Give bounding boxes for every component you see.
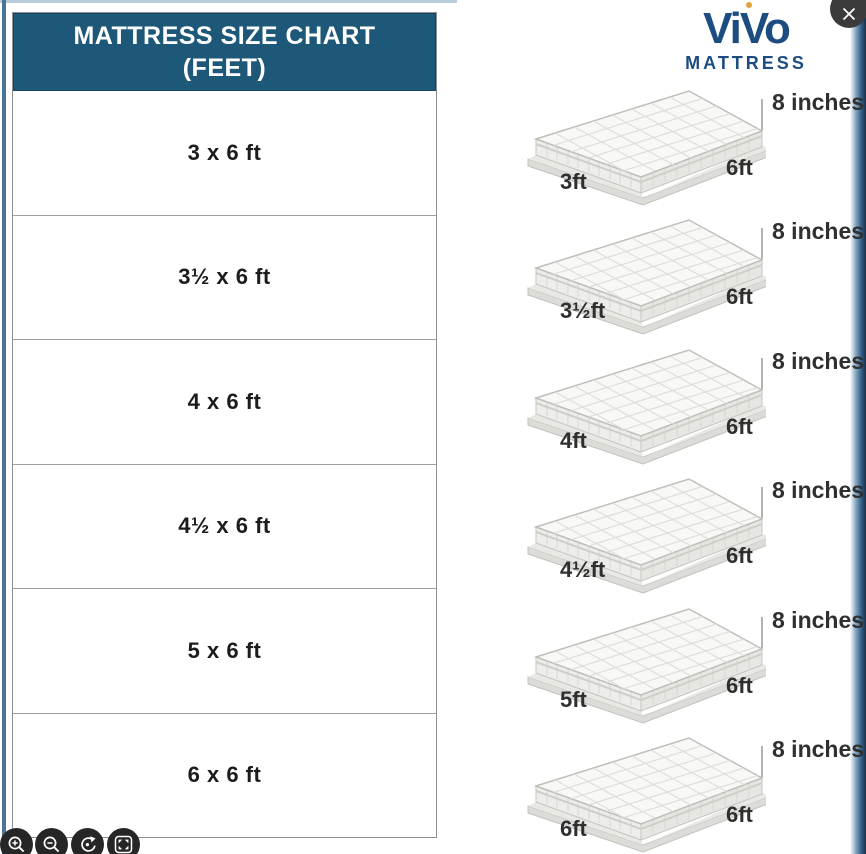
mattress-figure: 5ft 6ft 8 inches [522,603,866,727]
size-cell: 4½ x 6 ft [178,513,271,539]
table-title-line2: (FEET) [182,54,267,82]
size-cell: 5 x 6 ft [187,637,262,663]
mattress-illustration [527,219,766,335]
table-title-line1: MATTRESS SIZE CHART [73,22,376,50]
table-row: 4½ x 6 ft [13,463,436,589]
figure-width-label: 3ft [560,169,587,194]
top-divider-line [0,0,457,3]
mattress-size-table: MATTRESS SIZE CHART (FEET) 3 x 6 ft 3½ x… [12,12,437,838]
figure-height-label: 8 inches [772,606,865,633]
size-cell: 3½ x 6 ft [178,264,271,290]
figure-height-label: 8 inches [772,477,865,504]
table-row: 3½ x 6 ft [13,214,436,340]
size-cell: 4 x 6 ft [187,388,262,414]
zoom-out-button[interactable] [35,828,68,854]
figure-length-label: 6ft [726,802,753,827]
figure-height-label: 8 inches [772,218,865,245]
figure-height-label: 8 inches [772,736,865,762]
size-cell: 3 x 6 ft [187,139,262,165]
table-row: 5 x 6 ft [13,588,436,713]
figure-height-label: 8 inches [772,347,865,374]
zoom-out-icon [43,836,60,853]
brand-word: MATTRESS [685,53,807,74]
brand-name: ViVo [703,2,791,53]
figure-width-label: 4½ft [560,557,606,583]
brand-logo: ViVo MATTRESS [678,2,814,74]
mattress-figure: 3½ft 6ft 8 inches [522,214,866,338]
mattress-illustration [527,607,766,724]
figure-length-label: 6ft [726,672,753,698]
zoom-in-icon [8,836,25,853]
left-blue-border [2,0,6,854]
figure-length-label: 6ft [726,284,753,310]
fullscreen-button[interactable] [107,828,140,854]
rotate-button[interactable] [71,828,104,854]
mattress-illustration [527,737,766,853]
mattress-illustration [527,348,766,465]
figure-width-label: 4ft [560,427,587,453]
figure-length-label: 6ft [726,413,753,439]
mattress-illustration [527,90,766,206]
rotate-icon [81,836,96,852]
mattress-figure: 6ft 6ft 8 inches [522,732,866,854]
table-row: 4 x 6 ft [13,339,436,464]
brand-text: ViVo [703,4,791,53]
size-cell: 6 x 6 ft [187,762,262,788]
figure-width-label: 5ft [560,686,587,712]
table-row: 6 x 6 ft [13,712,436,838]
right-blue-border [850,0,866,854]
figure-length-label: 6ft [726,543,753,569]
fullscreen-icon [114,835,133,854]
size-table-body: 3 x 6 ft 3½ x 6 ft 4 x 6 ft 4½ x 6 ft 5 … [13,91,436,837]
figure-height-label: 8 inches [772,89,865,115]
mattress-figure: 4ft 6ft 8 inches [522,344,866,468]
mattress-figure: 3ft 6ft 8 inches [522,85,866,209]
logo-accent-dot-icon [746,2,752,8]
figure-length-label: 6ft [726,155,753,180]
table-header: MATTRESS SIZE CHART (FEET) [13,13,436,91]
close-icon [842,7,856,21]
figure-width-label: 6ft [560,816,587,841]
zoom-in-button[interactable] [0,828,33,854]
table-row: 3 x 6 ft [13,91,436,215]
mattress-illustration [527,478,766,594]
mattress-figure: 4½ft 6ft 8 inches [522,473,866,597]
close-button[interactable] [830,0,866,28]
figure-width-label: 3½ft [560,298,606,324]
